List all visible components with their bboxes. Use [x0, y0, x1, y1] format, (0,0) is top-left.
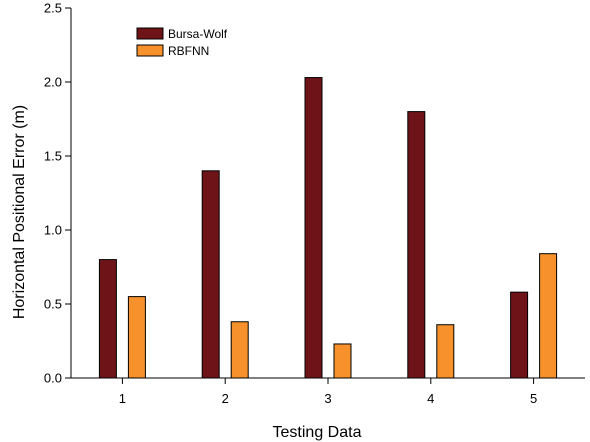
y-tick-label: 1.5	[44, 149, 62, 164]
x-tick-label: 1	[119, 391, 126, 406]
y-tick-label: 2.5	[44, 1, 62, 16]
plot-area	[70, 8, 585, 379]
y-tick-label: 1.0	[44, 223, 62, 238]
bars	[98, 77, 558, 379]
x-tick-label: 5	[530, 391, 537, 406]
bar-rbfnn-2	[230, 321, 249, 379]
legend-label: Bursa-Wolf	[168, 27, 228, 41]
bar-bursa-wolf-5	[510, 291, 529, 379]
x-tick-label: 2	[222, 391, 229, 406]
y-tick-label: 2.0	[44, 75, 62, 90]
legend-label: RBFNN	[168, 44, 209, 58]
bar-bursa-wolf-3	[304, 77, 323, 379]
bar-bursa-wolf-2	[201, 170, 220, 379]
legend-swatch	[136, 44, 164, 57]
bar-rbfnn-5	[539, 253, 558, 379]
x-tick-label: 4	[427, 391, 434, 406]
legend: Bursa-Wolf RBFNN	[136, 27, 228, 58]
bar-rbfnn-1	[127, 296, 146, 379]
y-axis: 0.0 0.5 1.0 1.5 2.0 2.5	[44, 1, 71, 386]
y-tick-label: 0.5	[44, 297, 62, 312]
y-axis-title: Horizontal Positional Error (m)	[11, 105, 28, 319]
bar-rbfnn-3	[333, 343, 352, 379]
x-tick-label: 3	[324, 391, 331, 406]
bar-rbfnn-4	[436, 324, 455, 379]
bar-bursa-wolf-1	[98, 259, 117, 379]
y-tick-label: 0.0	[44, 371, 62, 386]
x-axis: 1 2 3 4 5	[119, 378, 537, 406]
bar-bursa-wolf-4	[407, 111, 426, 379]
legend-swatch	[136, 27, 164, 40]
x-axis-title: Testing Data	[273, 424, 362, 441]
